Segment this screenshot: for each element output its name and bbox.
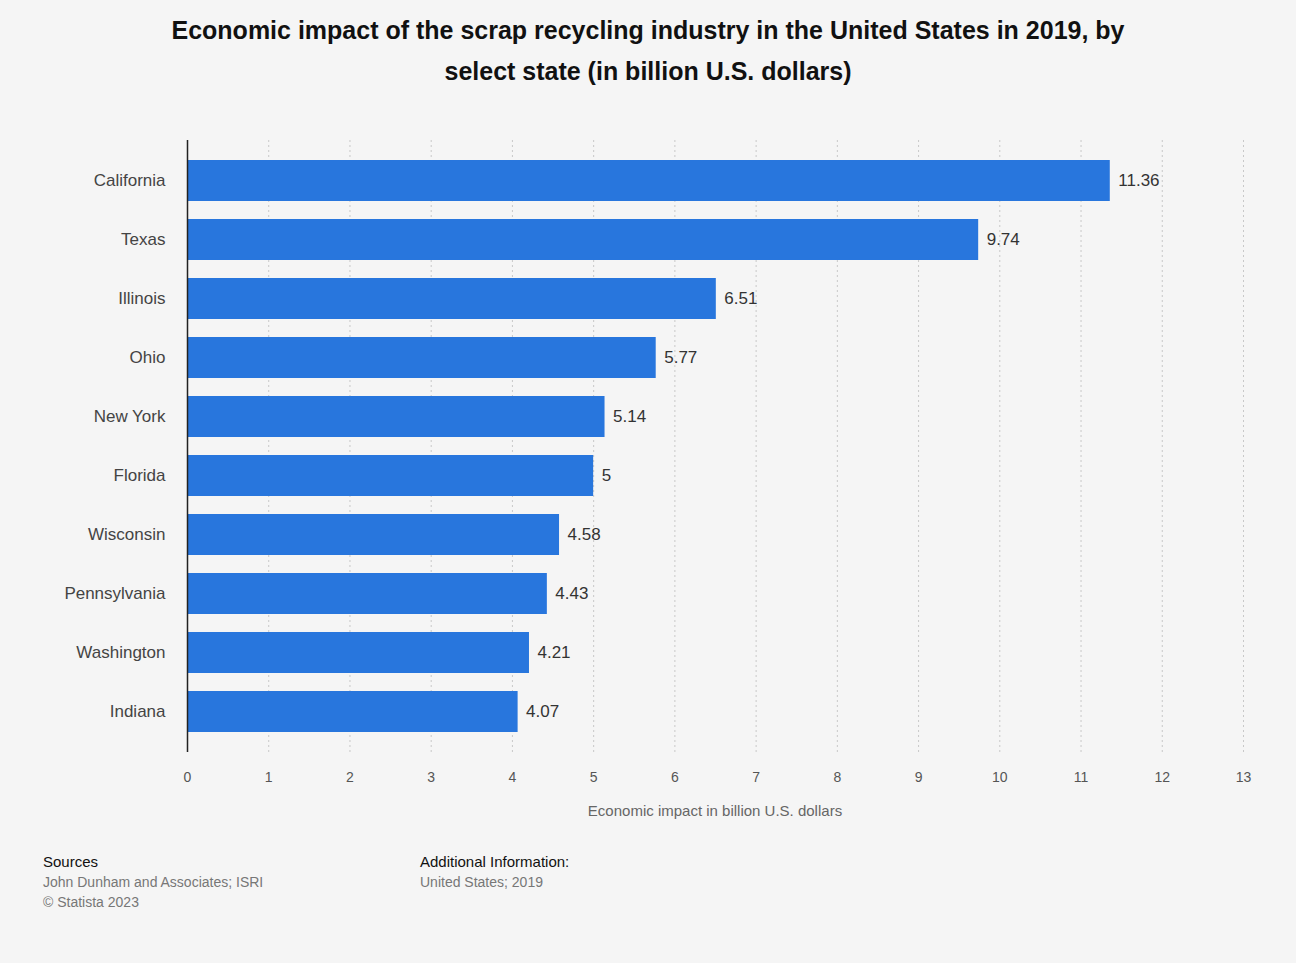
svg-text:11.36: 11.36 <box>1118 171 1159 190</box>
svg-text:Wisconsin: Wisconsin <box>88 525 165 544</box>
svg-text:5: 5 <box>602 466 611 485</box>
html-text:United States; 2019: United States; 2019 <box>420 874 543 890</box>
svg-text:8: 8 <box>833 769 841 785</box>
svg-text:California: California <box>94 171 166 190</box>
html-text:© Statista 2023: © Statista 2023 <box>43 894 139 910</box>
svg-text:3: 3 <box>427 769 435 785</box>
svg-text:6.51: 6.51 <box>724 289 757 308</box>
svg-text:7: 7 <box>752 769 760 785</box>
svg-text:Florida: Florida <box>114 466 167 485</box>
svg-text:5.14: 5.14 <box>613 407 646 426</box>
html-text:Economic impact of the scrap r: Economic impact of the scrap recycling i… <box>171 16 1125 44</box>
svg-text:Washington: Washington <box>76 643 165 662</box>
svg-text:2: 2 <box>346 769 354 785</box>
svg-text:10: 10 <box>992 769 1008 785</box>
svg-text:5.77: 5.77 <box>664 348 697 367</box>
html-text:John Dunham and Associates; IS: John Dunham and Associates; ISRI <box>43 874 264 890</box>
html-text:Economic impact in billion U.S: Economic impact in billion U.S. dollars <box>587 802 843 819</box>
svg-text:4.07: 4.07 <box>526 702 559 721</box>
svg-text:9.74: 9.74 <box>987 230 1020 249</box>
svg-text:Texas: Texas <box>121 230 165 249</box>
svg-text:0: 0 <box>184 769 192 785</box>
svg-text:6: 6 <box>671 769 679 785</box>
svg-text:4.21: 4.21 <box>537 643 570 662</box>
svg-text:1: 1 <box>265 769 273 785</box>
svg-text:13: 13 <box>1236 769 1252 785</box>
svg-text:5: 5 <box>590 769 598 785</box>
svg-text:4: 4 <box>509 769 517 785</box>
html-text:Sources: Sources <box>43 853 98 870</box>
svg-text:12: 12 <box>1154 769 1170 785</box>
svg-text:Pennsylvania: Pennsylvania <box>64 584 166 603</box>
html-text:select state (in billion U.S.: select state (in billion U.S. dollars) <box>444 57 852 85</box>
svg-text:4.58: 4.58 <box>568 525 601 544</box>
svg-text:Illinois: Illinois <box>118 289 165 308</box>
html-text:Additional Information:: Additional Information: <box>420 853 570 870</box>
svg-text:New York: New York <box>94 407 166 426</box>
svg-text:9: 9 <box>915 769 923 785</box>
svg-text:11: 11 <box>1074 769 1089 785</box>
svg-text:4.43: 4.43 <box>555 584 588 603</box>
svg-text:Ohio: Ohio <box>130 348 166 367</box>
svg-text:Indiana: Indiana <box>110 702 166 721</box>
